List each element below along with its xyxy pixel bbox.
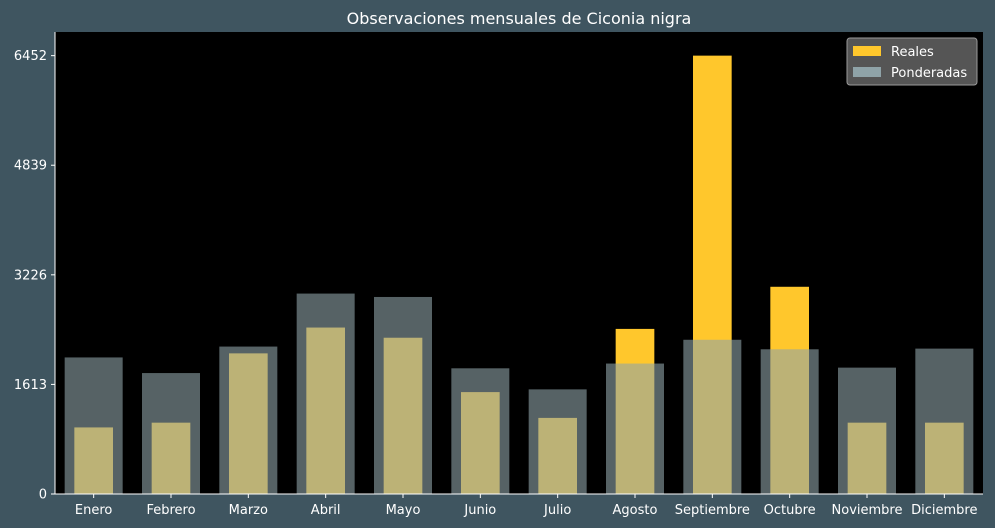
x-tick-label: Noviembre: [832, 503, 903, 518]
bar-ponderadas-junio: [451, 368, 510, 494]
bar-ponderadas-mayo: [374, 296, 432, 494]
x-tick-label: Enero: [75, 503, 113, 518]
y-tick-label: 1613: [14, 378, 47, 393]
y-tick-label: 6452: [14, 49, 47, 64]
bar-ponderadas-enero: [64, 357, 123, 494]
plot-area: [55, 32, 983, 494]
bar-ponderadas-abril: [296, 293, 355, 494]
bar-ponderadas-diciembre: [915, 348, 974, 494]
x-tick-label: Septiembre: [675, 503, 750, 518]
y-tick-label: 3226: [14, 268, 47, 283]
axis-layer: 0 1613 3226 4839 6452 Enero Febrero Marzo Abril M…: [14, 32, 983, 518]
x-tick-label: Marzo: [229, 503, 268, 518]
legend-label-ponderadas: Ponderadas: [891, 66, 967, 81]
bar-ponderadas-julio: [528, 389, 587, 494]
x-tick-label: Julio: [543, 503, 571, 518]
bar-ponderadas-octubre: [760, 349, 819, 494]
x-tick-label: Diciembre: [911, 503, 977, 518]
x-tick-label: Agosto: [613, 503, 658, 518]
bar-ponderadas-marzo: [219, 346, 278, 494]
legend-swatch-ponderadas: [853, 67, 881, 77]
legend-swatch-reales: [853, 46, 881, 56]
x-tick-label: Abril: [311, 503, 341, 518]
bar-ponderadas-septiembre: [683, 339, 742, 494]
legend-label-reales: Reales: [891, 45, 934, 60]
bar-ponderadas-noviembre: [838, 367, 896, 494]
bars-layer: [64, 55, 974, 495]
x-tick-label: Febrero: [146, 503, 195, 518]
chart-title: Observaciones mensuales de Ciconia nigra: [347, 9, 692, 28]
bar-ponderadas-febrero: [142, 373, 200, 494]
legend: Reales Ponderadas: [846, 37, 978, 86]
x-tick-label: Mayo: [386, 503, 421, 518]
y-tick-label: 4839: [14, 159, 47, 174]
x-tick-label: Junio: [463, 503, 496, 518]
bar-ponderadas-agosto: [606, 363, 664, 494]
x-tick-label: Octubre: [764, 503, 816, 518]
y-tick-label: 0: [39, 488, 47, 503]
